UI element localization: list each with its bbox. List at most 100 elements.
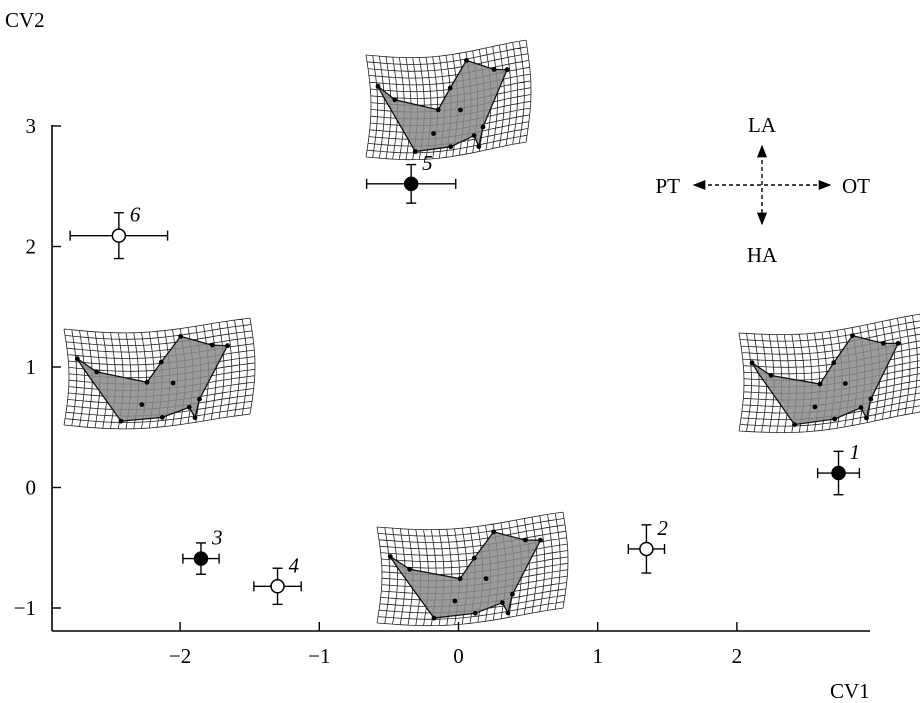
deformation-grid (60, 314, 256, 434)
y-tick-label: −1 (14, 596, 36, 620)
landmark-dot (447, 85, 453, 91)
landmark-dot (431, 615, 437, 621)
landmark-dot (407, 566, 413, 572)
landmark-dot (491, 67, 497, 72)
landmark-dot (144, 379, 150, 385)
x-tick-label: 1 (592, 644, 603, 668)
wing-outline (389, 531, 542, 619)
landmark-dot (94, 369, 100, 375)
wing-outline (751, 334, 900, 426)
point-marker (403, 176, 419, 192)
point-label: 4 (289, 553, 300, 577)
landmark-dot (159, 415, 165, 420)
point-5: 5 (365, 151, 457, 204)
y-tick-label: 2 (26, 235, 37, 259)
landmark-dot (431, 131, 436, 136)
landmark-dot (812, 404, 818, 410)
point-1: 1 (816, 440, 861, 496)
deformation-grids (60, 38, 920, 630)
landmark-dot (118, 418, 124, 424)
landmark-dot (387, 554, 393, 559)
landmark-dot (850, 333, 855, 338)
point-3: 3 (182, 526, 223, 575)
point-4: 4 (253, 553, 302, 606)
y-tick-label: 0 (26, 476, 37, 500)
x-tick-label: 0 (453, 644, 464, 668)
data-points: 1 2 3 4 5 6 (69, 151, 861, 606)
deformation-grid (362, 38, 532, 164)
point-marker (270, 579, 285, 594)
landmark-dot (139, 402, 145, 407)
landmark-dot (831, 360, 837, 366)
point-label: 2 (657, 516, 668, 540)
landmark-dot (472, 610, 478, 616)
compass-up-label: LA (748, 113, 777, 137)
landmark-dot (476, 144, 482, 150)
point-label: 5 (422, 151, 433, 175)
landmark-dot (458, 107, 463, 113)
landmark-dot (464, 58, 469, 63)
landmark-dot (457, 576, 463, 582)
landmark-dot (375, 83, 381, 89)
landmark-dot (471, 555, 477, 561)
point-label: 1 (850, 440, 861, 464)
landmark-dot (192, 415, 198, 421)
landmark-dot (864, 415, 869, 421)
landmark-dot (499, 600, 505, 606)
landmark-dot (505, 610, 511, 616)
point-label: 6 (130, 203, 141, 227)
landmark-dot (448, 144, 454, 150)
point-marker (111, 228, 127, 243)
landmark-dot (471, 133, 477, 139)
landmark-dot (392, 97, 398, 103)
landmark-dot (435, 107, 441, 113)
point-marker (193, 551, 209, 566)
landmark-dot (452, 598, 458, 604)
compass-down-label: HA (747, 243, 778, 267)
landmark-dot (895, 340, 901, 346)
landmark-dot (832, 416, 838, 422)
wing-outline (76, 335, 229, 422)
landmark-dot (412, 149, 418, 154)
axes (51, 125, 870, 632)
point-label: 3 (211, 526, 223, 550)
point-marker (831, 465, 846, 481)
wing-outline (377, 59, 509, 153)
y-tick-label: 1 (26, 355, 37, 379)
point-marker (639, 541, 654, 557)
landmark-dot (186, 404, 192, 410)
y-tick-label: 3 (26, 114, 37, 138)
landmark-dot (158, 359, 164, 365)
landmark-dot (74, 356, 80, 362)
x-tick-label: −2 (169, 644, 191, 668)
ticks: −2 −1 0 1 2 −1 0 1 2 3 (14, 114, 742, 668)
point-6: 6 (69, 203, 169, 260)
landmark-dot (170, 380, 176, 386)
compass: LA HA PT OT (655, 113, 870, 267)
landmark-dot (483, 576, 489, 582)
landmark-dot (842, 381, 848, 386)
x-axis-title: CV1 (830, 679, 870, 703)
y-axis-title: CV2 (5, 8, 45, 32)
landmark-dot (197, 396, 202, 402)
landmark-dot (881, 341, 886, 346)
landmark-dot (178, 334, 184, 339)
landmark-dot (225, 343, 230, 349)
landmark-dot (868, 396, 874, 402)
deformation-grid (373, 510, 569, 630)
x-tick-label: 2 (732, 644, 743, 668)
deformation-grid (735, 313, 920, 436)
landmark-dot (491, 529, 496, 535)
landmark-dot (522, 537, 528, 543)
compass-right-label: OT (842, 174, 870, 198)
compass-left-label: PT (655, 174, 680, 198)
landmark-dot (209, 342, 215, 348)
landmark-dot (749, 360, 755, 366)
point-2: 2 (627, 516, 668, 574)
landmark-dot (504, 67, 510, 73)
x-tick-label: −1 (308, 644, 330, 668)
landmark-dot (817, 381, 823, 387)
landmark-dot (480, 124, 486, 130)
landmark-dot (538, 537, 543, 543)
